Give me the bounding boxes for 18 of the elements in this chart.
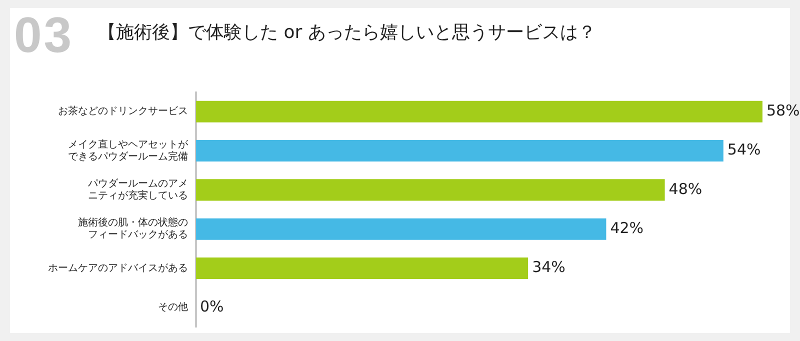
y-tick-label: 施術後の肌・体の状態のフィードバックがある	[78, 216, 188, 241]
data-label: 34%	[532, 258, 566, 276]
bar	[196, 257, 528, 280]
bar	[196, 179, 665, 201]
y-tick-label: ホームケアのアドバイスがある	[48, 262, 188, 274]
bar	[196, 140, 724, 162]
y-tick-label: お茶などのドリンクサービス	[58, 105, 188, 118]
data-label: 48%	[668, 180, 702, 198]
y-tick-label: パウダールームのアメニティが充実している	[87, 178, 188, 202]
bar	[196, 218, 606, 240]
data-label: 58%	[766, 101, 800, 120]
y-tick-label: メイク直しやヘアセットができるパウダールーム完備	[68, 138, 189, 162]
data-label: 0%	[200, 297, 224, 316]
chart-title: 【施術後】で体験した or あったら嬉しいと思うサービスは？	[98, 21, 596, 44]
data-label: 54%	[727, 140, 761, 159]
data-label: 42%	[610, 218, 644, 237]
y-tick-label: その他	[158, 301, 188, 314]
bar	[196, 100, 762, 122]
